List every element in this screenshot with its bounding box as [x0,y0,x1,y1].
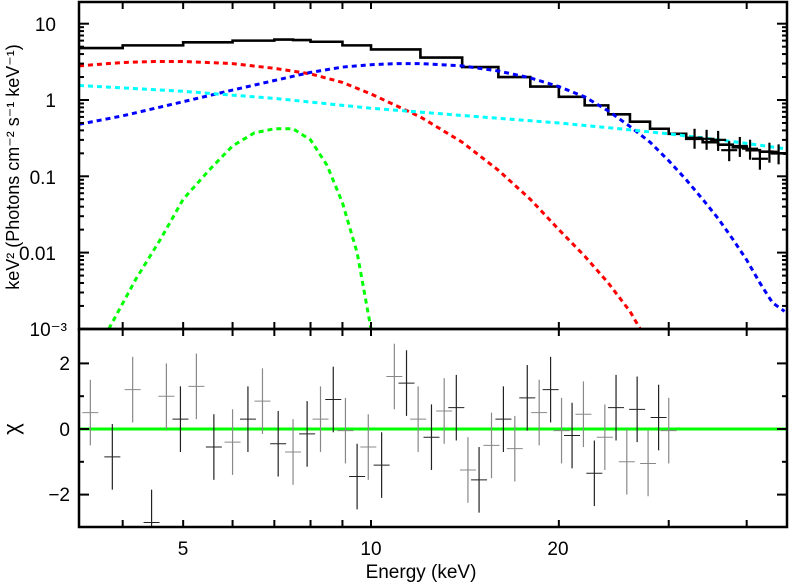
residual-point [650,384,667,451]
residual-point [483,412,500,479]
y-axis-title-spectrum: keV² (Photons cm⁻² s⁻¹ keV⁻¹) [3,44,23,290]
residual-point [618,429,635,495]
residual-point [82,379,99,446]
residual-series-group [79,343,787,526]
x-tick-label-10: 10 [360,539,381,560]
residual-tick-label-2: 2 [59,354,70,375]
residual-point [285,419,302,485]
x-tick-label-20: 20 [547,539,568,560]
residual-point [575,381,592,448]
residual-point [629,376,646,443]
residual-point [398,350,415,416]
residual-point [254,368,271,434]
residual-point [506,415,523,482]
residual-point [239,386,256,452]
residual-tick-label-minus2: −2 [48,485,70,506]
series-0000ff-line [78,62,786,313]
residual-point [386,343,403,410]
residual-point [495,386,512,452]
series-ff0000-line [78,59,642,330]
residual-point [459,437,476,503]
residual-point [373,432,390,498]
residual-point [564,402,581,469]
spectrum-series-group [78,38,787,330]
residual-point [312,386,329,452]
residual-point [325,366,342,433]
y-tick-label-10: 10 [35,15,56,36]
residual-point [104,424,121,490]
residual-point [471,447,488,513]
residual-point [270,410,287,477]
residual-point [660,397,677,464]
y-tick-label-0.01: 0.01 [19,244,56,265]
residual-point [205,414,222,480]
axis-ticks [79,2,787,527]
series-000000-line [79,38,786,156]
y-tick-label-1e-3: 10⁻³ [30,320,68,341]
series-00ff00-line [107,127,373,330]
residual-point [337,397,354,464]
residual-point [640,430,657,497]
residual-point [410,386,427,452]
x-axis-title: Energy (keV) [366,562,477,582]
y-tick-label-1: 1 [45,91,56,112]
residual-point [172,386,189,452]
residual-point [531,379,548,446]
residual-point [349,443,366,510]
residual-point [143,489,160,526]
spectrum-panel-frame [77,0,789,331]
x-tick-label-5: 5 [178,539,189,560]
residual-point [519,365,536,431]
residual-point [542,356,559,423]
residual-point [423,404,440,470]
residual-panel-frame [77,327,789,529]
series-00ffff-line [78,83,785,151]
residual-point [436,378,453,444]
residual-point [553,397,570,464]
residual-point [448,374,465,441]
y-tick-label-0.1: 0.1 [30,168,56,189]
residual-point [124,356,141,423]
residual-point [188,353,205,420]
residual-point [224,409,241,475]
residual-tick-label-0: 0 [59,420,70,441]
residual-point [299,401,316,467]
residual-point [158,363,175,429]
residual-point [586,440,603,507]
y-axis-title-residual: χ [0,423,24,435]
residual-point [360,414,377,480]
residual-point [596,404,613,470]
residual-point [608,374,625,441]
